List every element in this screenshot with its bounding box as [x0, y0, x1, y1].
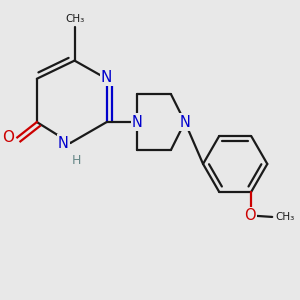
Text: N: N	[101, 70, 112, 85]
Text: N: N	[58, 136, 69, 151]
Text: CH₃: CH₃	[65, 14, 84, 24]
Text: H: H	[71, 154, 81, 167]
Text: O: O	[2, 130, 14, 145]
Text: O: O	[244, 208, 256, 223]
Text: N: N	[179, 115, 190, 130]
Text: N: N	[132, 115, 143, 130]
Text: CH₃: CH₃	[276, 212, 295, 222]
